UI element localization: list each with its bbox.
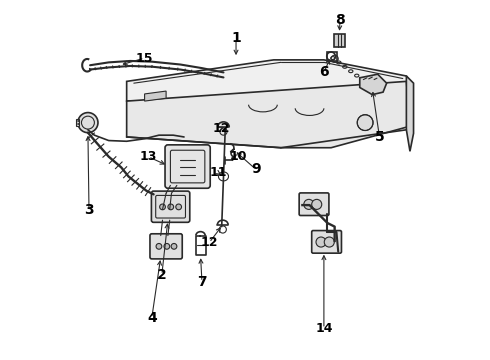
Circle shape: [327, 52, 335, 60]
Text: 7: 7: [197, 275, 207, 289]
FancyBboxPatch shape: [299, 193, 329, 216]
Polygon shape: [360, 74, 387, 95]
Polygon shape: [406, 76, 414, 151]
Text: 4: 4: [147, 311, 157, 325]
Text: 5: 5: [374, 130, 384, 144]
Text: 8: 8: [335, 13, 345, 27]
Circle shape: [176, 204, 181, 210]
Circle shape: [324, 237, 334, 247]
Text: 6: 6: [319, 66, 329, 80]
Text: 10: 10: [229, 150, 246, 163]
Polygon shape: [145, 91, 166, 101]
Polygon shape: [334, 34, 344, 47]
Text: 13: 13: [140, 150, 157, 163]
Circle shape: [312, 199, 322, 210]
Polygon shape: [126, 81, 410, 148]
Circle shape: [357, 115, 373, 131]
Polygon shape: [126, 60, 410, 101]
Circle shape: [171, 243, 177, 249]
Text: 12: 12: [200, 236, 218, 249]
Text: 11: 11: [209, 166, 227, 179]
Text: 12: 12: [213, 122, 230, 135]
Circle shape: [316, 237, 326, 247]
FancyBboxPatch shape: [165, 145, 210, 188]
Text: 14: 14: [315, 322, 333, 335]
Polygon shape: [76, 119, 79, 126]
Circle shape: [160, 204, 166, 210]
Text: 15: 15: [136, 51, 153, 64]
Text: 1: 1: [231, 31, 241, 45]
Circle shape: [156, 243, 162, 249]
Circle shape: [304, 199, 314, 210]
FancyBboxPatch shape: [151, 191, 190, 222]
Circle shape: [168, 204, 173, 210]
Circle shape: [164, 243, 170, 249]
FancyBboxPatch shape: [312, 230, 342, 253]
Text: 2: 2: [157, 268, 167, 282]
Text: 3: 3: [84, 203, 94, 217]
Circle shape: [78, 113, 98, 133]
FancyBboxPatch shape: [150, 234, 182, 259]
Text: 9: 9: [251, 162, 261, 176]
